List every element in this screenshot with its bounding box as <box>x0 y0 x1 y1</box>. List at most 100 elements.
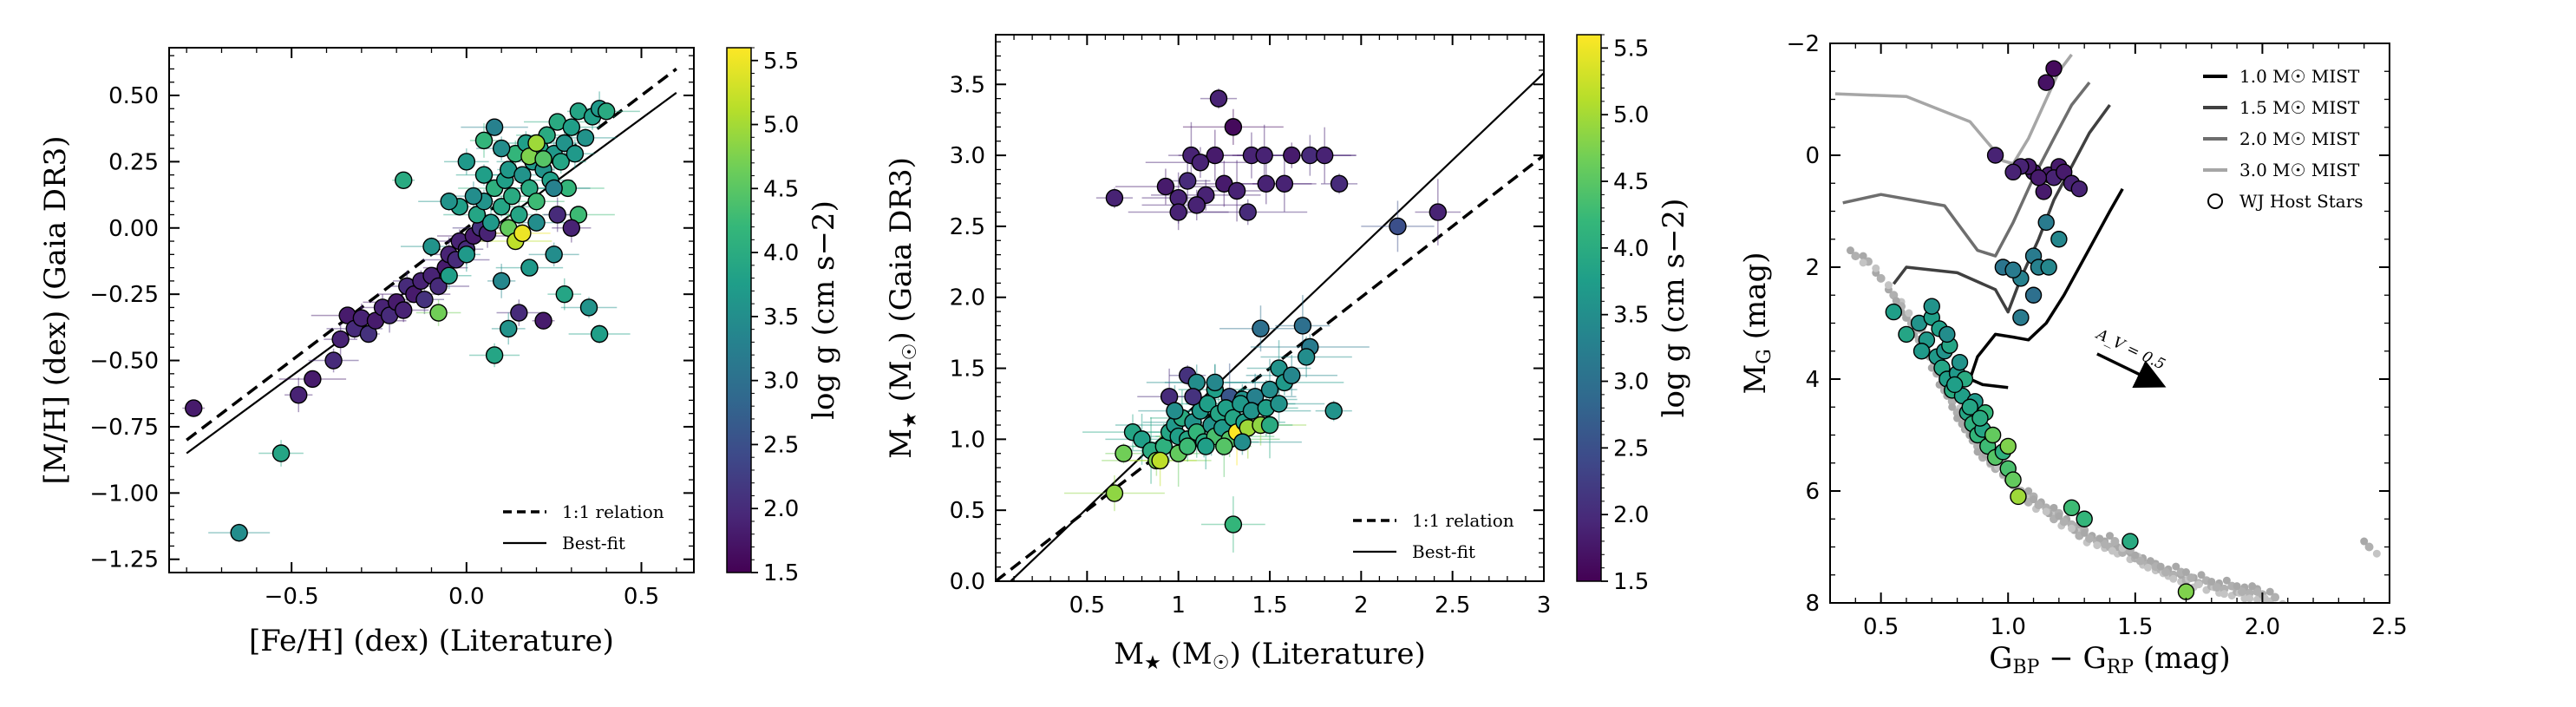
data-point <box>527 213 546 232</box>
colorbar: 1.5 2.0 2.5 3.0 3.5 4.0 4.5 5.0 5.5 log g (cm s−2… <box>726 47 841 586</box>
background-star <box>2212 582 2221 592</box>
colorbar-gradient <box>726 47 752 573</box>
background-star <box>1953 414 1962 422</box>
y-tick-label: 2.0 <box>950 285 985 311</box>
x-tick-label: 0.5 <box>1069 592 1105 619</box>
data-point <box>1951 353 1969 371</box>
data-point <box>2070 180 2089 198</box>
data-point <box>1961 398 1978 416</box>
data-point <box>1184 388 1202 406</box>
data-point <box>2037 213 2055 232</box>
scatter-points <box>182 91 640 542</box>
y-tick-label: 2.5 <box>950 214 985 240</box>
background-star <box>2146 557 2154 566</box>
background-star <box>2271 592 2280 602</box>
background-star <box>2233 582 2241 591</box>
background-star <box>2169 574 2178 583</box>
data-point <box>1301 146 1319 165</box>
data-point <box>2040 259 2057 276</box>
colorbar-tick-label: 4.0 <box>1613 236 1649 262</box>
legend-label: 1.5 M☉ MIST <box>2239 97 2360 118</box>
background-star <box>2135 556 2145 566</box>
data-point <box>1429 203 1448 221</box>
data-point <box>2063 499 2081 517</box>
colorbar-tick-label: 4.5 <box>763 176 799 202</box>
background-star <box>1876 273 1886 283</box>
y-tick-label: 3.5 <box>950 72 985 98</box>
axis-ticks: −0.5 0.0 0.5 −1.25 −1.00 −0.75 −0.50 −0.25 0.00 0… <box>89 48 694 610</box>
background-star <box>2095 534 2104 543</box>
data-point <box>552 153 570 171</box>
data-point <box>2030 169 2048 187</box>
data-point <box>2024 286 2043 304</box>
colorbar-tick-label: 3.5 <box>1613 303 1649 329</box>
data-point <box>1999 437 2017 455</box>
data-point <box>527 193 546 211</box>
background-star <box>2181 568 2190 577</box>
background-star <box>1958 420 1966 429</box>
data-point <box>1187 196 1206 214</box>
plot-frame <box>995 34 1545 582</box>
background-star <box>1846 246 1854 255</box>
colorbar-tick-label: 4.0 <box>763 240 799 266</box>
x-tick-label: 2 <box>1354 592 1369 619</box>
data-point <box>503 187 521 206</box>
data-point <box>1156 177 1175 196</box>
x-tick-label: 2.5 <box>2371 614 2407 640</box>
legend-label: 2.0 M☉ MIST <box>2239 128 2360 149</box>
x-tick-label: 0.0 <box>448 584 484 610</box>
data-point <box>566 145 585 163</box>
data-point <box>1255 146 1273 165</box>
x-tick-label: 0.5 <box>624 584 659 610</box>
scatter-points <box>1885 60 2195 600</box>
y-tick-label: 1.0 <box>950 427 985 453</box>
data-point <box>395 301 413 319</box>
mist-tracks <box>1834 53 2124 390</box>
data-point <box>510 206 528 224</box>
data-point <box>1233 433 1252 451</box>
colorbar-tick-label: 5.0 <box>1613 102 1649 128</box>
background-star <box>1905 309 1913 317</box>
data-point <box>562 219 581 237</box>
data-point <box>1260 416 1279 435</box>
data-point <box>415 291 434 309</box>
background-star <box>2161 567 2170 577</box>
data-point <box>1105 484 1124 502</box>
data-point <box>576 128 595 147</box>
mass-panel: 0.5 1 1.5 2 2.5 3 0.0 0.5 1.0 1.5 2.0 2.5 3.0 3.5 M★ … <box>884 34 1691 674</box>
x-axis-label: GBP − GRP (mag) <box>1989 641 2230 678</box>
background-star <box>2265 587 2274 596</box>
background-star <box>1872 264 1880 272</box>
data-point <box>1257 174 1275 193</box>
y-tick-label: −0.75 <box>89 415 159 441</box>
data-point <box>440 266 458 285</box>
y-tick-label: 6 <box>1805 479 1820 505</box>
background-star <box>2024 487 2033 495</box>
axis-ticks: 0.5 1.0 1.5 2.0 2.5 −2 0 2 4 6 8 <box>1787 31 2408 640</box>
background-star <box>2108 547 2116 555</box>
background-star <box>2030 495 2038 504</box>
legend-label: 1:1 relation <box>1412 510 1514 531</box>
data-point <box>2050 231 2068 248</box>
data-point <box>579 298 598 317</box>
data-point <box>395 171 413 189</box>
data-point <box>331 330 350 349</box>
data-point <box>2010 488 2027 506</box>
x-tick-label: 0.5 <box>1863 614 1899 640</box>
data-point <box>555 285 573 304</box>
x-tick-label: 1 <box>1171 592 1186 619</box>
background-star <box>1892 297 1900 305</box>
colorbar-tick-label: 4.5 <box>1613 169 1649 195</box>
data-point <box>485 346 504 364</box>
background-star <box>1973 448 1982 456</box>
background-star <box>1859 259 1867 267</box>
legend: 1.0 M☉ MIST 1.5 M☉ MIST 2.0 M☉ MIST 3.0 M☉ … <box>2203 66 2364 212</box>
data-point <box>1105 188 1124 207</box>
y-axis-label: M★ (M☉) (Gaia DR3) <box>884 157 921 459</box>
data-point <box>1923 298 1940 315</box>
scatter-points <box>1064 88 1461 553</box>
y-tick-label: 0 <box>1805 143 1820 169</box>
legend-label: 1.0 M☉ MIST <box>2239 66 2360 87</box>
x-tick-label: 2.5 <box>1435 592 1470 619</box>
x-tick-label: 3 <box>1537 592 1552 619</box>
